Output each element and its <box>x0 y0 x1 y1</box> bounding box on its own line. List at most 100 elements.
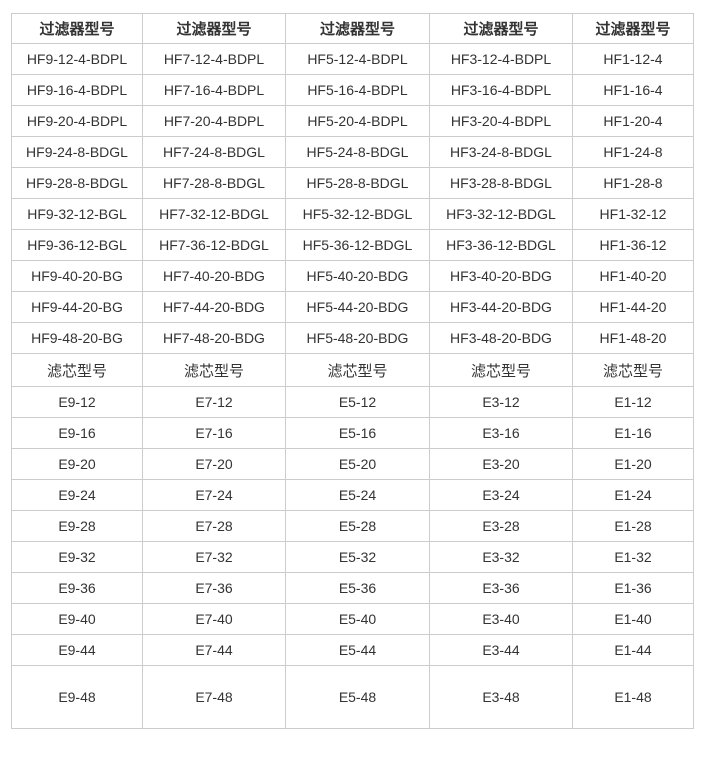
element-model-header-cell: 滤芯型号 <box>11 353 143 387</box>
model-cell: HF9-16-4-BDPL <box>11 74 143 106</box>
model-cell: E9-44 <box>11 634 143 666</box>
model-cell: HF3-20-4-BDPL <box>429 105 573 137</box>
element-model-row: E9-24 E7-24 E5-24 E3-24 E1-24 <box>11 479 694 511</box>
model-cell: HF9-44-20-BG <box>11 291 143 323</box>
filter-model-row: HF9-44-20-BG HF7-44-20-BDG HF5-44-20-BDG HF… <box>11 291 694 323</box>
model-cell: E1-28 <box>572 510 694 542</box>
model-cell: HF1-48-20 <box>572 322 694 354</box>
element-model-row: E9-40 E7-40 E5-40 E3-40 E1-40 <box>11 603 694 635</box>
model-cell: E3-24 <box>429 479 573 511</box>
model-cell: E1-24 <box>572 479 694 511</box>
model-cell: E7-36 <box>142 572 286 604</box>
model-cell: HF7-28-8-BDGL <box>142 167 286 199</box>
model-cell: E3-28 <box>429 510 573 542</box>
model-cell: E5-28 <box>285 510 430 542</box>
model-cell: E9-32 <box>11 541 143 573</box>
model-cell: E5-24 <box>285 479 430 511</box>
model-cell: E3-36 <box>429 572 573 604</box>
element-model-row: E9-28 E7-28 E5-28 E3-28 E1-28 <box>11 510 694 542</box>
filter-model-row: HF9-20-4-BDPL HF7-20-4-BDPL HF5-20-4-BDPL H… <box>11 105 694 137</box>
element-model-header-cell: 滤芯型号 <box>429 353 573 387</box>
model-cell: E9-48 <box>11 665 143 729</box>
model-cell: HF9-40-20-BG <box>11 260 143 292</box>
model-cell: HF9-28-8-BDGL <box>11 167 143 199</box>
filter-model-header-cell: 过滤器型号 <box>142 13 286 44</box>
filter-model-row: HF9-12-4-BDPL HF7-12-4-BDPL HF5-12-4-BDPL H… <box>11 43 694 75</box>
model-cell: E3-12 <box>429 386 573 418</box>
model-cell: HF5-36-12-BDGL <box>285 229 430 261</box>
header-row-element-model: 滤芯型号 滤芯型号 滤芯型号 滤芯型号 滤芯型号 <box>11 353 694 387</box>
model-cell: E9-36 <box>11 572 143 604</box>
element-model-row: E9-20 E7-20 E5-20 E3-20 E1-20 <box>11 448 694 480</box>
header-row-filter-model: 过滤器型号 过滤器型号 过滤器型号 过滤器型号 过滤器型号 <box>11 13 694 44</box>
model-cell: HF7-48-20-BDG <box>142 322 286 354</box>
element-model-header-cell: 滤芯型号 <box>142 353 286 387</box>
model-cell: E3-32 <box>429 541 573 573</box>
model-cell: HF5-44-20-BDG <box>285 291 430 323</box>
model-cell: HF3-48-20-BDG <box>429 322 573 354</box>
filter-model-row: HF9-24-8-BDGL HF7-24-8-BDGL HF5-24-8-BDGL H… <box>11 136 694 168</box>
model-cell: HF5-24-8-BDGL <box>285 136 430 168</box>
model-cell: HF5-16-4-BDPL <box>285 74 430 106</box>
model-cell: HF3-40-20-BDG <box>429 260 573 292</box>
filter-model-header-cell: 过滤器型号 <box>11 13 143 44</box>
filter-model-row: HF9-16-4-BDPL HF7-16-4-BDPL HF5-16-4-BDPL H… <box>11 74 694 106</box>
model-cell: HF5-32-12-BDGL <box>285 198 430 230</box>
element-model-row: E9-12 E7-12 E5-12 E3-12 E1-12 <box>11 386 694 418</box>
model-cell: E5-36 <box>285 572 430 604</box>
model-cell: HF3-12-4-BDPL <box>429 43 573 75</box>
model-cell: E5-44 <box>285 634 430 666</box>
model-cell: E3-44 <box>429 634 573 666</box>
filter-model-row: HF9-32-12-BGL HF7-32-12-BDGL HF5-32-12-BDG… <box>11 198 694 230</box>
model-cell: E5-16 <box>285 417 430 449</box>
model-cell: E9-40 <box>11 603 143 635</box>
model-cell: HF3-36-12-BDGL <box>429 229 573 261</box>
model-cell: E7-32 <box>142 541 286 573</box>
model-cell: E1-16 <box>572 417 694 449</box>
model-cell: HF1-36-12 <box>572 229 694 261</box>
model-cell: E1-36 <box>572 572 694 604</box>
model-cell: HF7-20-4-BDPL <box>142 105 286 137</box>
model-cell: E9-16 <box>11 417 143 449</box>
model-cell: HF1-40-20 <box>572 260 694 292</box>
element-model-row: E9-16 E7-16 E5-16 E3-16 E1-16 <box>11 417 694 449</box>
filter-model-header-cell: 过滤器型号 <box>429 13 573 44</box>
model-cell: E7-16 <box>142 417 286 449</box>
filter-model-header-cell: 过滤器型号 <box>572 13 694 44</box>
model-cell: HF5-28-8-BDGL <box>285 167 430 199</box>
model-cell: HF7-44-20-BDG <box>142 291 286 323</box>
model-cell: E1-20 <box>572 448 694 480</box>
model-cell: E7-12 <box>142 386 286 418</box>
table-body: 过滤器型号 过滤器型号 过滤器型号 过滤器型号 过滤器型号 HF9-12-4-BDPL HF… <box>11 13 694 729</box>
model-cell: HF1-20-4 <box>572 105 694 137</box>
element-model-header-cell: 滤芯型号 <box>285 353 430 387</box>
element-model-row: E9-48 E7-48 E5-48 E3-48 E1-48 <box>11 665 694 729</box>
model-cell: E3-48 <box>429 665 573 729</box>
model-cell: E9-28 <box>11 510 143 542</box>
model-cell: E9-20 <box>11 448 143 480</box>
model-cell: HF5-20-4-BDPL <box>285 105 430 137</box>
model-cell: E7-28 <box>142 510 286 542</box>
model-cell: HF3-44-20-BDG <box>429 291 573 323</box>
model-cell: E5-20 <box>285 448 430 480</box>
model-cell: HF1-24-8 <box>572 136 694 168</box>
element-model-row: E9-44 E7-44 E5-44 E3-44 E1-44 <box>11 634 694 666</box>
model-cell: HF7-16-4-BDPL <box>142 74 286 106</box>
model-cell: HF5-48-20-BDG <box>285 322 430 354</box>
model-cell: HF1-28-8 <box>572 167 694 199</box>
model-cell: HF5-40-20-BDG <box>285 260 430 292</box>
model-cell: HF9-24-8-BDGL <box>11 136 143 168</box>
model-cell: HF9-32-12-BGL <box>11 198 143 230</box>
model-cell: E7-40 <box>142 603 286 635</box>
model-cell: HF5-12-4-BDPL <box>285 43 430 75</box>
filter-model-row: HF9-36-12-BGL HF7-36-12-BDGL HF5-36-12-BDG… <box>11 229 694 261</box>
model-cell: HF7-12-4-BDPL <box>142 43 286 75</box>
element-model-header-cell: 滤芯型号 <box>572 353 694 387</box>
model-cell: HF3-24-8-BDGL <box>429 136 573 168</box>
filter-model-table: 过滤器型号 过滤器型号 过滤器型号 过滤器型号 过滤器型号 HF9-12-4-BDPL HF… <box>11 13 694 729</box>
model-cell: HF1-44-20 <box>572 291 694 323</box>
model-cell: E1-40 <box>572 603 694 635</box>
model-cell: E9-24 <box>11 479 143 511</box>
model-cell: E7-20 <box>142 448 286 480</box>
model-cell: E1-44 <box>572 634 694 666</box>
